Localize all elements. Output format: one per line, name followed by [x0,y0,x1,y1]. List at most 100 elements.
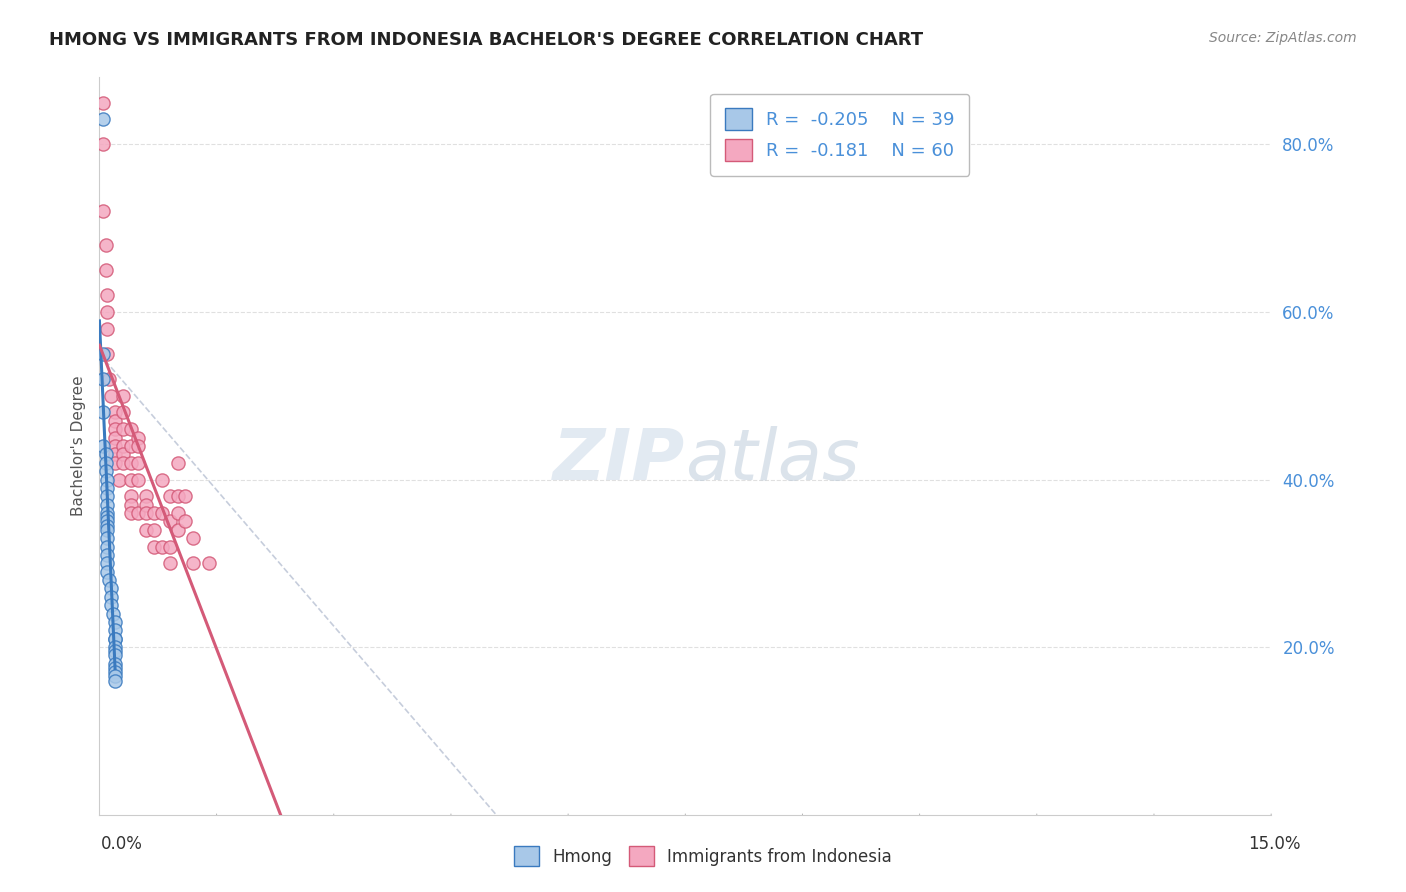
Point [104,615,127,629]
Point [96,506,118,520]
Point [91,439,114,453]
Point [135,498,157,512]
Text: 0.0%: 0.0% [101,835,143,853]
Point [100,389,122,403]
Point [181,531,204,545]
Point [96,481,118,495]
Point [181,556,204,570]
Point [91,204,114,219]
Point [150,540,173,554]
Point [104,632,127,646]
Point [104,644,127,658]
Point [104,640,127,654]
Point [166,456,188,470]
Text: 15.0%: 15.0% [1249,835,1301,853]
Point [96,556,118,570]
Point [135,523,157,537]
Point [166,523,188,537]
Point [128,506,150,520]
Point [104,632,127,646]
Point [96,288,118,302]
Point [120,489,142,503]
Point [159,515,181,529]
Point [120,456,142,470]
Legend: R =  -0.205    N = 39, R =  -0.181    N = 60: R = -0.205 N = 39, R = -0.181 N = 60 [710,94,969,176]
Point [96,347,118,361]
Point [100,590,122,604]
Point [104,661,127,675]
Point [104,439,127,453]
Point [91,372,114,386]
Text: ZIP: ZIP [553,426,685,495]
Point [111,439,134,453]
Point [174,515,197,529]
Point [104,422,127,436]
Point [96,518,118,533]
Point [135,506,157,520]
Point [104,648,127,663]
Point [94,447,117,461]
Point [128,473,150,487]
Point [104,405,127,419]
Point [111,447,134,461]
Point [143,540,166,554]
Y-axis label: Bachelor's Degree: Bachelor's Degree [72,376,86,516]
Point [120,498,142,512]
Point [104,431,127,445]
Point [159,556,181,570]
Point [150,506,173,520]
Point [96,489,118,503]
Point [94,456,117,470]
Point [198,556,221,570]
Point [96,515,118,529]
Point [96,531,118,545]
Point [91,405,114,419]
Point [91,137,114,152]
Point [96,322,118,336]
Point [120,506,142,520]
Point [97,573,120,587]
Point [159,540,181,554]
Point [94,238,117,252]
Point [128,431,150,445]
Point [96,305,118,319]
Point [91,112,114,127]
Point [104,665,127,680]
Point [150,473,173,487]
Point [111,422,134,436]
Point [96,510,118,524]
Point [104,414,127,428]
Point [96,548,118,562]
Point [174,489,197,503]
Point [104,624,127,638]
Point [100,598,122,612]
Point [103,607,125,621]
Point [120,439,142,453]
Point [104,447,127,461]
Point [120,473,142,487]
Text: HMONG VS IMMIGRANTS FROM INDONESIA BACHELOR'S DEGREE CORRELATION CHART: HMONG VS IMMIGRANTS FROM INDONESIA BACHE… [49,31,924,49]
Point [111,405,134,419]
Point [166,506,188,520]
Point [128,456,150,470]
Point [100,582,122,596]
Point [143,523,166,537]
Point [94,263,117,277]
Point [96,498,118,512]
Point [96,540,118,554]
Point [143,506,166,520]
Point [128,439,150,453]
Point [91,95,114,110]
Point [94,464,117,478]
Point [159,489,181,503]
Point [96,473,118,487]
Legend: Hmong, Immigrants from Indonesia: Hmong, Immigrants from Indonesia [508,839,898,873]
Point [96,565,118,579]
Point [104,673,127,688]
Text: atlas: atlas [685,426,860,495]
Point [91,347,114,361]
Point [111,389,134,403]
Point [104,657,127,671]
Text: Source: ZipAtlas.com: Source: ZipAtlas.com [1209,31,1357,45]
Point [135,489,157,503]
